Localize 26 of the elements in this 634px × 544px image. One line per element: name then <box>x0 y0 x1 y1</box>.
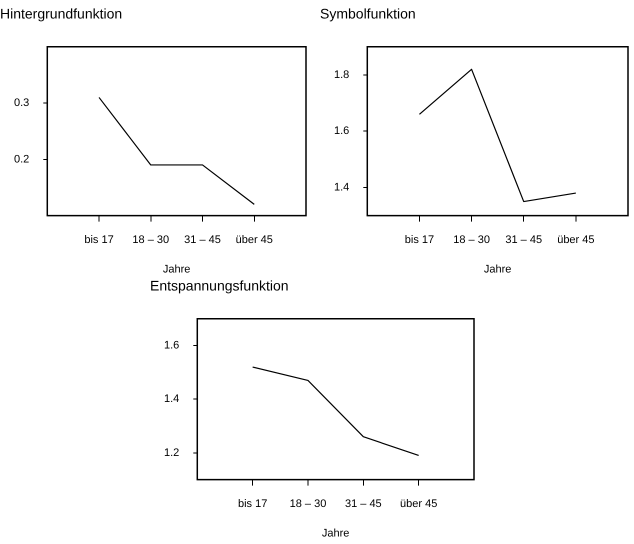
chart-title: Hintergrundfunktion <box>0 5 122 22</box>
x-tick-label: bis 17 <box>84 234 114 246</box>
chart-title: Symbolfunktion <box>320 5 416 22</box>
x-axis-title: Jahre <box>162 263 190 276</box>
x-tick-label: über 45 <box>236 234 273 246</box>
x-tick-label: 18 – 30 <box>132 234 170 246</box>
x-axis-title: Jahre <box>322 527 350 540</box>
y-tick-label: 0.3 <box>14 97 30 110</box>
y-tick-label: 1.4 <box>334 182 350 194</box>
x-tick-label: 18 – 30 <box>453 234 490 246</box>
x-tick-label: 31 – 45 <box>344 498 382 510</box>
y-tick-label: 1.6 <box>334 125 350 138</box>
x-tick-label: 31 – 45 <box>184 234 221 246</box>
x-tick-label: bis 17 <box>404 234 434 246</box>
x-tick-label: 18 – 30 <box>290 498 326 510</box>
y-tick-label: 1.8 <box>334 68 350 81</box>
x-axis-title: Jahre <box>484 263 512 276</box>
x-tick-label: über 45 <box>557 234 595 246</box>
x-tick-label: über 45 <box>400 498 438 510</box>
y-tick-label: 0.2 <box>14 153 30 166</box>
x-tick-label: bis 17 <box>238 498 268 510</box>
y-tick-label: 1.4 <box>164 393 180 406</box>
y-tick-label: 1.2 <box>164 446 180 459</box>
x-tick-label: 31 – 45 <box>505 234 542 246</box>
y-tick-label: 1.6 <box>164 340 180 352</box>
chart-title: Entspannungsfunktion <box>150 277 289 294</box>
